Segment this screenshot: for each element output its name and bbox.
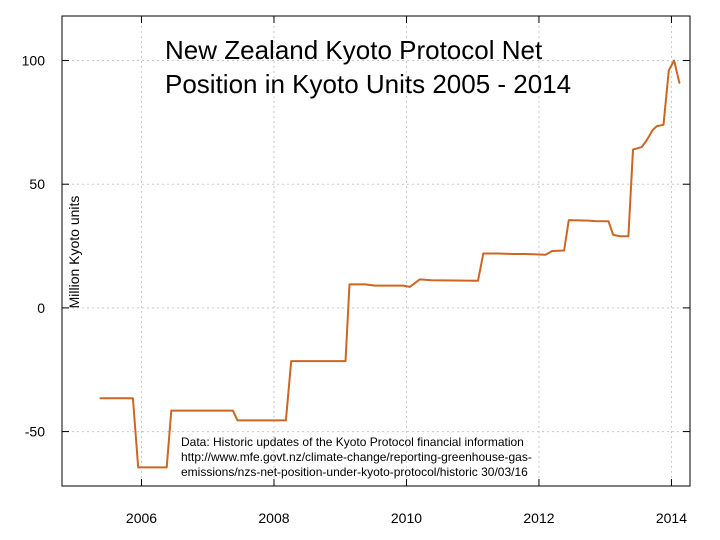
data-source-note-line-1: Data: Historic updates of the Kyoto Prot… (181, 435, 524, 449)
y-tick-label: 50 (29, 176, 45, 192)
data-source-note-line-2: http://www.mfe.govt.nz/climate-change/re… (181, 450, 532, 464)
data-source-note-line-3: emissions/nzs-net-position-under-kyoto-p… (181, 465, 528, 479)
x-tick-label: 2006 (126, 510, 157, 526)
chart-title-line-1: New Zealand Kyoto Protocol Net (165, 35, 543, 65)
y-axis-label: Million Kyoto units (66, 196, 82, 309)
y-tick-label: -50 (25, 424, 45, 440)
x-tick-label: 2008 (258, 510, 289, 526)
x-tick-label: 2010 (391, 510, 422, 526)
y-tick-label: 100 (22, 53, 46, 69)
x-tick-labels: 2006 2008 2010 2012 2014 (126, 510, 687, 526)
chart-title-line-2: Position in Kyoto Units 2005 - 2014 (165, 69, 571, 99)
x-tick-label: 2014 (656, 510, 687, 526)
series-group (99, 59, 681, 469)
y-tick-label: 0 (37, 300, 45, 316)
series-line-0 (99, 59, 681, 469)
y-tick-labels: -50 0 50 100 (22, 53, 46, 440)
plot-frame (61, 15, 691, 487)
x-gridlines (140, 16, 672, 486)
x-tick-label: 2012 (523, 510, 554, 526)
axis-ticks (62, 16, 690, 486)
